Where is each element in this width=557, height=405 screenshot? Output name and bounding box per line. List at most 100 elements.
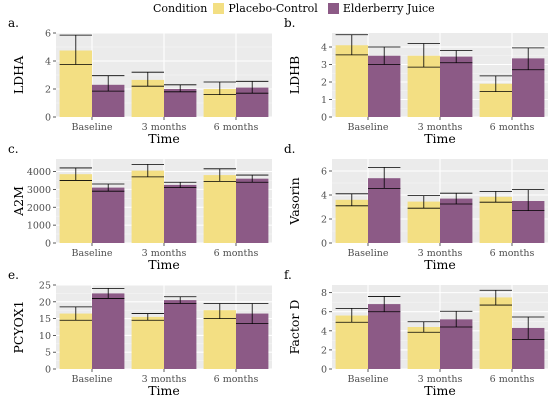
bar-placebo: [479, 297, 512, 369]
error-bar: [335, 307, 368, 323]
y-tick-label: 20: [39, 297, 51, 308]
error-bar: [92, 183, 125, 192]
x-tick-label: 6 months: [490, 248, 535, 259]
y-axis-title: PCYOX1: [11, 300, 26, 353]
error-bar: [236, 80, 269, 94]
y-axis-title: LDHB: [287, 56, 302, 94]
error-bar: [203, 81, 236, 95]
x-tick-label: Baseline: [348, 248, 389, 259]
panel-a2m: 0 1000 2000 3000 4000 Baseline 3 months 6 month…: [8, 142, 272, 272]
y-axis-title: A2M: [11, 186, 26, 217]
error-bar: [164, 296, 197, 304]
x-tick-label: Baseline: [348, 374, 389, 385]
bar-elderberry: [440, 56, 473, 117]
x-axis-title: Time: [424, 131, 456, 146]
x-tick-label: Baseline: [72, 248, 113, 259]
x-tick-label: 3 months: [418, 248, 463, 259]
y-tick-label: 8: [321, 288, 327, 299]
y-axis-title: Vasorin: [287, 177, 302, 225]
y-tick-label: 2: [45, 85, 51, 96]
x-tick-label: 6 months: [214, 374, 259, 385]
error-bar: [512, 47, 545, 71]
x-tick-label: 3 months: [142, 122, 187, 133]
bar-placebo: [335, 45, 368, 117]
error-bar: [407, 195, 440, 209]
bar-placebo: [59, 313, 92, 369]
error-bar: [59, 34, 92, 65]
panel-letter: e.: [8, 268, 19, 282]
error-bar: [92, 287, 125, 299]
error-bar: [368, 296, 401, 313]
error-bar: [59, 167, 92, 181]
x-axis-title: Time: [424, 383, 456, 398]
error-bar: [407, 321, 440, 333]
y-tick-label: 10: [39, 331, 51, 342]
x-tick-label: 6 months: [490, 122, 535, 133]
error-bar: [203, 168, 236, 182]
bar-placebo: [131, 316, 164, 369]
error-bar: [131, 163, 164, 178]
y-tick-label: 2: [321, 78, 327, 89]
error-bar: [335, 193, 368, 207]
panel-ldha: 0 2 4 6 Baseline 3 months 6 months a. Time LDHA: [8, 16, 272, 146]
y-tick-label: 1000: [27, 221, 51, 232]
bar-elderberry: [440, 198, 473, 243]
y-tick-label: 2: [321, 215, 327, 226]
error-bar: [236, 174, 269, 183]
legend-key-placebo: [213, 2, 225, 14]
legend-item-elderberry: Elderberry Juice: [327, 2, 435, 15]
y-tick-label: 4000: [27, 167, 51, 178]
panel-letter: a.: [8, 16, 19, 30]
y-tick-label: 0: [45, 113, 51, 124]
bar-elderberry: [92, 293, 125, 369]
error-bar: [236, 303, 269, 325]
legend: Condition Placebo-Control Elderberry Jui…: [153, 0, 445, 16]
y-tick-label: 4: [321, 191, 327, 202]
y-tick-label: 4: [45, 57, 51, 68]
error-bar: [164, 181, 197, 188]
y-tick-label: 4: [321, 43, 327, 54]
y-tick-label: 3000: [27, 185, 51, 196]
panel-letter: b.: [284, 16, 296, 30]
error-bar: [479, 75, 512, 93]
x-tick-label: Baseline: [72, 374, 113, 385]
x-tick-label: 3 months: [142, 374, 187, 385]
bar-placebo: [59, 174, 92, 243]
error-bar: [368, 166, 401, 189]
y-tick-label: 6: [321, 167, 327, 178]
legend-title: Condition: [153, 1, 208, 15]
x-axis-title: Time: [148, 383, 180, 398]
panel-factor-d: 0 2 4 6 8 Baseline 3 months 6 months f. Time Facto…: [284, 268, 548, 398]
error-bar: [164, 84, 197, 93]
bar-placebo: [335, 315, 368, 369]
error-bar: [335, 34, 368, 56]
bar-elderberry: [92, 187, 125, 243]
y-tick-label: 2: [321, 345, 327, 356]
error-bar: [440, 50, 473, 64]
y-axis-title: Factor D: [287, 300, 302, 355]
bar-placebo: [203, 175, 236, 243]
y-tick-label: 6: [321, 307, 327, 318]
y-tick-label: 0: [45, 239, 51, 250]
panel-ldhb: 0 1 2 3 4 Baseline 3 months 6 months b. Time LDHB: [284, 16, 548, 146]
bar-placebo: [335, 199, 368, 243]
bar-elderberry: [440, 319, 473, 369]
panel-letter: c.: [8, 142, 19, 156]
bar-elderberry: [164, 89, 197, 117]
bar-elderberry: [368, 178, 401, 243]
error-bar: [407, 43, 440, 68]
y-tick-label: 1: [321, 95, 327, 106]
bar-elderberry: [368, 55, 401, 117]
panel-vasorin: 0 2 4 6 Baseline 3 months 6 months d. Time Vasori…: [284, 142, 548, 272]
x-tick-label: 6 months: [214, 248, 259, 259]
bar-elderberry: [236, 178, 269, 243]
error-bar: [131, 313, 164, 321]
y-tick-label: 15: [39, 314, 51, 325]
x-axis-title: Time: [148, 131, 180, 146]
panel-letter: d.: [284, 142, 296, 156]
error-bar: [440, 310, 473, 328]
bar-placebo: [131, 170, 164, 243]
y-tick-label: 0: [321, 239, 327, 250]
y-tick-label: 3: [321, 60, 327, 71]
bar-elderberry: [164, 184, 197, 243]
